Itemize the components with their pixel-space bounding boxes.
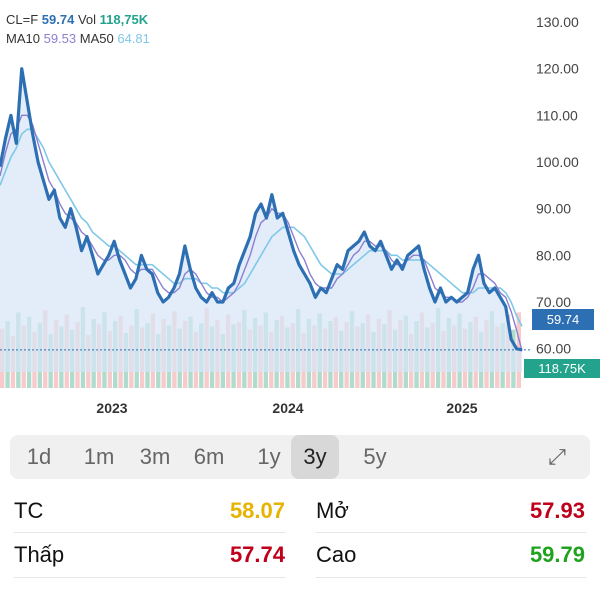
tc-label: TC [14, 498, 44, 523]
expand-icon[interactable]: ⤢ [548, 444, 566, 469]
tab-6m[interactable]: 6m [193, 444, 225, 469]
y-tick-label: 80.00 [536, 247, 571, 263]
legend-row-1: CL=F 59.74 Vol 118,75K [6, 12, 148, 28]
x-tick-label: 2025 [446, 400, 477, 416]
divider-right-2 [316, 577, 586, 578]
tab-5y[interactable]: 5y [363, 444, 387, 469]
tab-1y[interactable]: 1y [257, 444, 281, 469]
y-tick-label: 60.00 [536, 341, 571, 357]
ma50-value: 64.81 [117, 31, 150, 46]
open-label: Mở [316, 498, 349, 523]
last-volume-badge: 118.75K [524, 359, 600, 378]
y-tick-label: 110.00 [536, 107, 578, 123]
ma50-line [0, 128, 523, 327]
ma10-value: 59.53 [43, 31, 77, 46]
y-tick-label: 70.00 [536, 294, 571, 310]
x-tick-label: 2023 [96, 400, 127, 416]
low-value: 57.74 [229, 542, 285, 567]
price-chart[interactable]: 130.00 120.00 110.00 100.00 90.00 80.00 70.00 6… [0, 0, 600, 425]
ma10-label: MA10 [6, 31, 40, 46]
y-tick-label: 130.00 [536, 14, 579, 30]
legend-row-2: MA10 59.53 MA50 64.81 [6, 31, 150, 47]
tab-1d[interactable]: 1d [26, 444, 52, 469]
vol-value: 118,75K [99, 12, 149, 27]
tab-3m[interactable]: 3m [139, 444, 171, 469]
price-area [0, 68, 522, 373]
y-tick-label: 120.00 [536, 61, 579, 77]
timeframe-tabs: 1d 1m 3m 6m 1y 3y 5y ⤢ [10, 435, 590, 479]
divider-left-2 [14, 577, 286, 578]
price-value: 59.74 [41, 12, 75, 27]
open-value: 57.93 [529, 498, 585, 523]
divider-right [316, 532, 586, 533]
price-chart-svg: 130.00 120.00 110.00 100.00 90.00 80.00 70.00 6… [0, 14, 579, 416]
ma50-label: MA50 [79, 31, 114, 46]
high-value: 59.79 [529, 542, 585, 567]
tab-1m[interactable]: 1m [83, 444, 115, 469]
divider-left [14, 532, 286, 533]
tc-value: 58.07 [229, 498, 285, 523]
vol-label: Vol [77, 12, 97, 27]
low-label: Thấp [14, 542, 65, 567]
symbol-label: CL=F [6, 12, 39, 27]
y-tick-label: 100.00 [536, 154, 579, 170]
x-tick-label: 2024 [272, 400, 303, 416]
price-line [0, 67, 523, 352]
high-label: Cao [316, 542, 357, 567]
tab-3y[interactable]: 3y [291, 435, 339, 479]
last-price-badge: 59.74 [532, 309, 594, 330]
y-tick-label: 90.00 [536, 201, 571, 217]
